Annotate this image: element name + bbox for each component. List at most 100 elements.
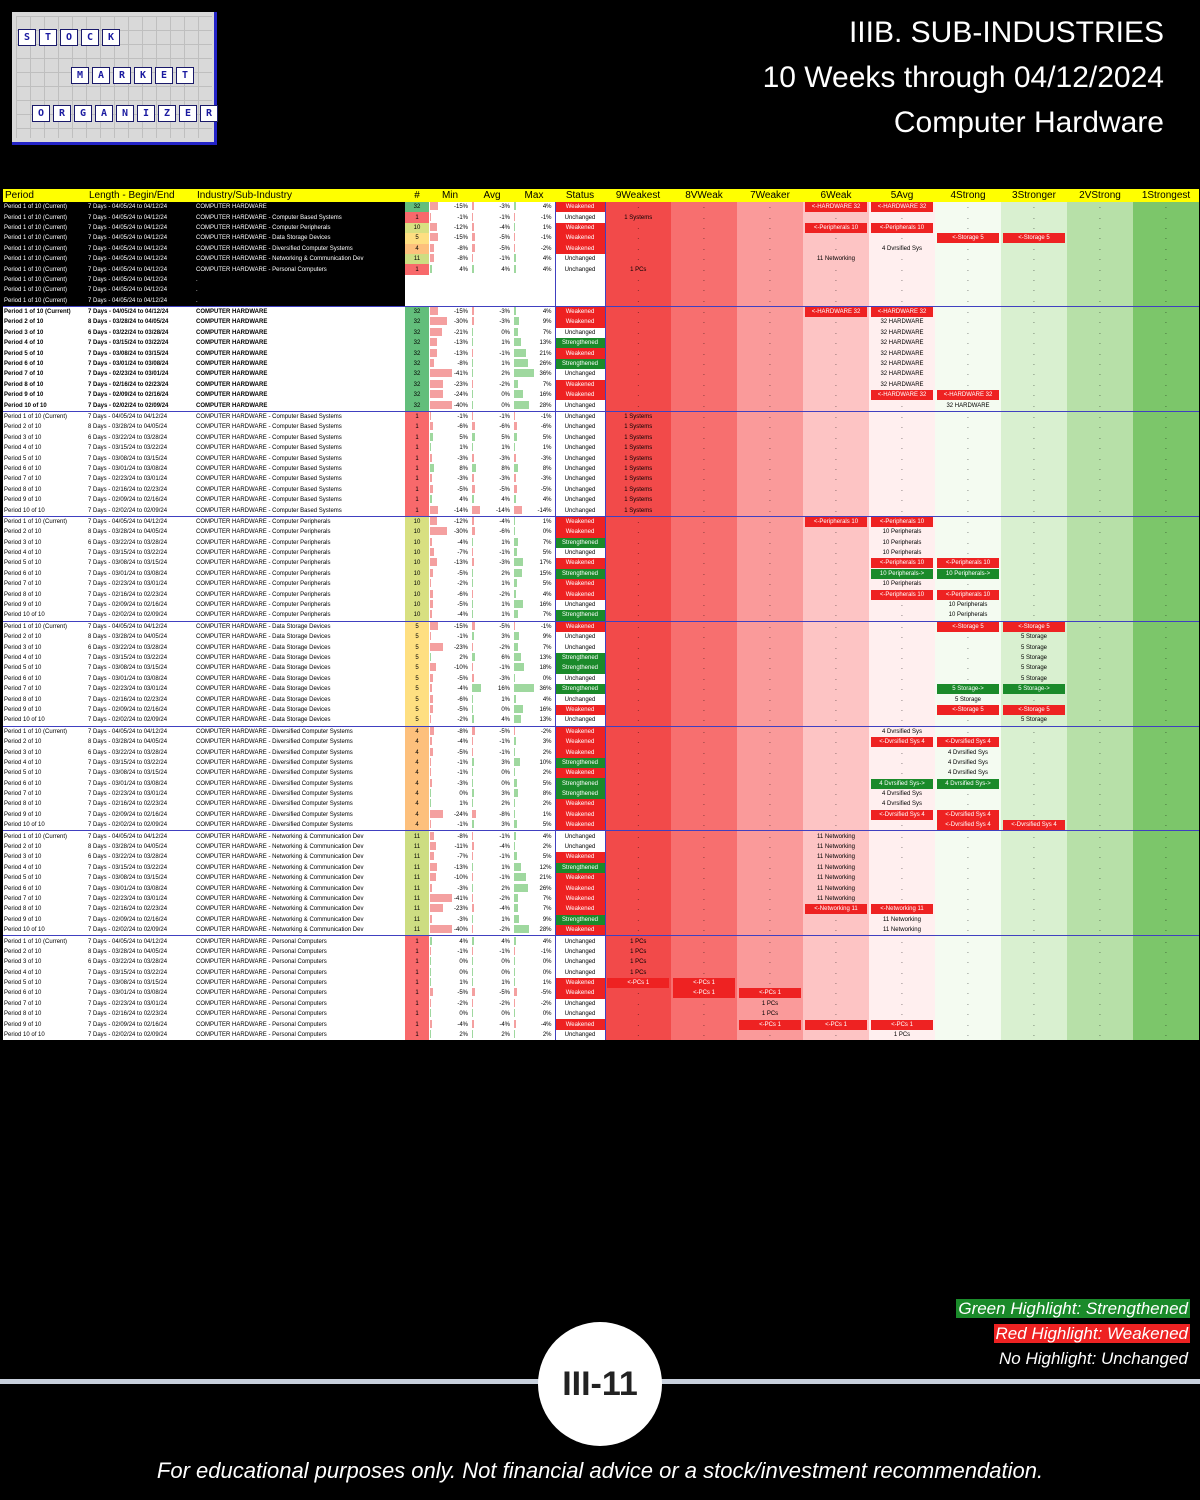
min-value: -5% bbox=[457, 990, 468, 997]
zone-cell-8: . bbox=[671, 558, 737, 569]
zone-cell-5: 1 PCs bbox=[869, 1029, 935, 1041]
avg-bar bbox=[472, 589, 474, 598]
zone-cell-4: . bbox=[935, 317, 1001, 328]
max-value: -2% bbox=[540, 728, 552, 735]
avg-value: -5% bbox=[499, 486, 510, 493]
zone-cell-5: . bbox=[869, 400, 935, 412]
zone-cell-4: . bbox=[935, 967, 1001, 978]
zone-label: <-Peripherals 10 bbox=[871, 589, 933, 600]
max-cell: -3% bbox=[513, 453, 555, 464]
zone-cell-7: . bbox=[737, 642, 803, 653]
period-cell: Period 5 of 10 bbox=[3, 768, 87, 779]
zone-cell-8: . bbox=[671, 390, 737, 401]
zone-cell-7: . bbox=[737, 422, 803, 433]
max-cell bbox=[513, 285, 555, 296]
zone-cell-5: . bbox=[869, 757, 935, 769]
length-cell: 7 Days - 04/05/24 to 04/12/24 bbox=[87, 274, 195, 286]
zone-cell-6: . bbox=[803, 725, 869, 737]
min-value: 0% bbox=[459, 969, 468, 976]
max-value: 15% bbox=[539, 570, 552, 577]
zone-cell-7: . bbox=[737, 704, 803, 716]
table-row: Period 8 of 10 7 Days - 02/16/24 to 02/23… bbox=[3, 379, 1199, 391]
zone-cell-4: . bbox=[935, 432, 1001, 443]
zone-label: <-Dvrsified Sys 4 bbox=[871, 737, 933, 748]
zone-label: <-Storage 5 bbox=[1003, 233, 1065, 244]
zone-cell-1: . bbox=[1133, 704, 1199, 716]
max-bar bbox=[514, 715, 522, 724]
zone-cell-2: . bbox=[1067, 253, 1133, 265]
min-cell: -1% bbox=[429, 410, 471, 423]
min-bar bbox=[430, 778, 432, 787]
zone-cell-4: . bbox=[935, 212, 1001, 223]
zone-cell-1: . bbox=[1133, 883, 1199, 894]
length-cell: 7 Days - 02/09/24 to 02/16/24 bbox=[87, 914, 195, 925]
zone-cell-1: . bbox=[1133, 610, 1199, 622]
min-bar bbox=[430, 412, 431, 420]
table-row: Period 5 of 10 7 Days - 03/08/24 to 03/15… bbox=[3, 977, 1199, 989]
max-value: 5% bbox=[542, 822, 552, 829]
zone-cell-6: . bbox=[803, 788, 869, 800]
zone-cell-4: <-Peripherals 10 bbox=[935, 589, 1001, 600]
max-value: 5% bbox=[542, 854, 552, 861]
zone-cell-6: . bbox=[803, 400, 869, 412]
min-value: -3% bbox=[457, 916, 468, 923]
zone-cell-7: . bbox=[737, 852, 803, 863]
zone-label: 11 Networking bbox=[883, 927, 921, 934]
zone-cell-3: . bbox=[1001, 589, 1067, 600]
count-cell: 1 bbox=[405, 484, 429, 495]
min-cell: 0% bbox=[429, 788, 471, 800]
zone-cell-1: . bbox=[1133, 778, 1199, 789]
min-cell: -5% bbox=[429, 673, 471, 684]
status-cell: Unchanged bbox=[554, 715, 606, 727]
zone-cell-7: . bbox=[737, 610, 803, 622]
min-cell: -6% bbox=[429, 694, 471, 705]
max-cell: -1% bbox=[513, 233, 555, 244]
max-value: 4% bbox=[542, 696, 552, 703]
logo-letter: G bbox=[74, 105, 92, 122]
min-value: -3% bbox=[457, 780, 468, 787]
max-cell: 2% bbox=[513, 768, 555, 779]
max-cell: 0% bbox=[513, 673, 555, 684]
zone-cell-7: 1 PCs bbox=[737, 1009, 803, 1020]
min-bar bbox=[430, 348, 438, 357]
max-bar bbox=[514, 463, 519, 472]
zone-cell-6: . bbox=[803, 799, 869, 810]
zone-cell-5: . bbox=[869, 663, 935, 674]
min-cell: 4% bbox=[429, 935, 471, 947]
count-cell: 5 bbox=[405, 683, 429, 695]
zone-cell-4: . bbox=[935, 463, 1001, 475]
period-cell: Period 5 of 10 bbox=[3, 873, 87, 884]
min-value: -6% bbox=[457, 591, 468, 598]
zone-cell-4: . bbox=[935, 725, 1001, 737]
status-cell: Strengthened bbox=[554, 338, 606, 349]
zone-label: 1 Systems bbox=[624, 434, 653, 441]
avg-value: 2% bbox=[501, 801, 510, 808]
length-cell: 7 Days - 03/01/24 to 03/08/24 bbox=[87, 673, 195, 684]
length-cell: 7 Days - 04/05/24 to 04/12/24 bbox=[87, 515, 195, 528]
max-value: -1% bbox=[540, 214, 552, 221]
avg-bar bbox=[472, 925, 474, 934]
status-cell: Weakened bbox=[554, 527, 606, 538]
min-bar bbox=[430, 893, 452, 902]
zone-cell-2: . bbox=[1067, 715, 1133, 727]
zone-cell-8: . bbox=[671, 202, 737, 213]
zone-cell-4: . bbox=[935, 579, 1001, 590]
zone-cell-3: . bbox=[1001, 977, 1067, 989]
avg-cell: 2% bbox=[471, 1029, 513, 1041]
avg-value: 0% bbox=[501, 959, 510, 966]
avg-cell: 3% bbox=[471, 632, 513, 643]
min-value: -1% bbox=[457, 214, 468, 221]
min-cell: -13% bbox=[429, 862, 471, 873]
zone-label: 1 Systems bbox=[624, 486, 653, 493]
length-cell: 8 Days - 03/28/24 to 04/05/24 bbox=[87, 422, 195, 433]
min-bar bbox=[430, 568, 433, 577]
avg-value: -3% bbox=[499, 204, 510, 211]
zone-cell-8: . bbox=[671, 253, 737, 265]
zone-label: <-Peripherals 10 bbox=[871, 222, 933, 233]
min-cell: -1% bbox=[429, 820, 471, 831]
zone-cell-7: . bbox=[737, 873, 803, 884]
zone-cell-3: 5 Storage-> bbox=[1001, 683, 1067, 695]
min-cell: -4% bbox=[429, 1019, 471, 1030]
zone-cell-5: . bbox=[869, 494, 935, 506]
